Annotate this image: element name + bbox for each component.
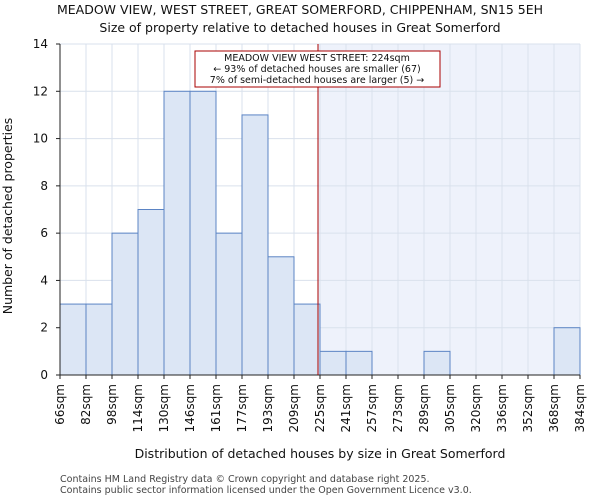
y-tick-label: 12 xyxy=(33,84,48,98)
x-tick-label: 177sqm xyxy=(235,384,249,432)
x-tick-label: 66sqm xyxy=(53,384,67,425)
annotation-line-1: MEADOW VIEW WEST STREET: 224sqm xyxy=(224,53,410,64)
bar-98sqm xyxy=(111,232,139,376)
bar-225sqm xyxy=(319,350,347,376)
x-tick-label: 368sqm xyxy=(547,384,561,432)
bar-209sqm xyxy=(293,303,321,376)
x-tick-label: 98sqm xyxy=(105,384,119,425)
annotation-line-3: 7% of semi-detached houses are larger (5… xyxy=(210,75,424,86)
bar-146sqm xyxy=(189,90,217,376)
footer-line-1: Contains HM Land Registry data © Crown c… xyxy=(60,474,430,485)
chart-subtitle: Size of property relative to detached ho… xyxy=(99,20,500,35)
x-tick-label: 193sqm xyxy=(261,384,275,432)
x-tick-label: 225sqm xyxy=(313,384,327,432)
highlight-region xyxy=(318,44,580,375)
footer-line-2: Contains public sector information licen… xyxy=(60,485,472,496)
y-tick-label: 4 xyxy=(40,273,48,287)
x-tick-label: 114sqm xyxy=(131,384,145,432)
x-tick-label: 241sqm xyxy=(339,384,353,432)
x-tick-label: 161sqm xyxy=(209,384,223,432)
bar-177sqm xyxy=(241,114,269,376)
y-tick-label: 6 xyxy=(40,226,48,240)
x-tick-label: 257sqm xyxy=(365,384,379,432)
y-ticks: 0 2 4 6 8 10 12 14 xyxy=(33,37,60,382)
shaded-region-larger xyxy=(318,44,580,375)
x-tick-label: 146sqm xyxy=(183,384,197,432)
x-ticks: 66sqm 82sqm 98sqm 114sqm 130sqm 146sqm 161sqm 1… xyxy=(53,375,587,432)
bar-114sqm xyxy=(137,209,165,376)
bar-289sqm xyxy=(423,350,451,376)
x-tick-label: 352sqm xyxy=(521,384,535,432)
y-tick-label: 10 xyxy=(33,132,48,146)
annotation-box: MEADOW VIEW WEST STREET: 224sqm ← 93% of… xyxy=(194,50,441,88)
y-tick-label: 0 xyxy=(40,368,48,382)
y-tick-label: 8 xyxy=(40,179,48,193)
bar-161sqm xyxy=(215,232,243,376)
y-axis-label: Number of detached properties xyxy=(0,118,15,315)
chart-title: MEADOW VIEW, WEST STREET, GREAT SOMERFOR… xyxy=(57,2,543,17)
x-tick-label: 384sqm xyxy=(573,384,587,432)
bars xyxy=(59,90,581,376)
bar-82sqm xyxy=(85,303,113,376)
annotation-line-2: ← 93% of detached houses are smaller (67… xyxy=(213,64,420,75)
y-tick-label: 14 xyxy=(33,37,48,51)
bar-66sqm xyxy=(59,303,87,376)
bar-368sqm xyxy=(553,327,581,376)
x-tick-label: 305sqm xyxy=(443,384,457,432)
x-tick-label: 336sqm xyxy=(495,384,509,432)
x-tick-label: 289sqm xyxy=(417,384,431,432)
x-tick-label: 320sqm xyxy=(469,384,483,432)
x-axis-label: Distribution of detached houses by size … xyxy=(135,446,506,461)
bar-241sqm xyxy=(345,350,373,376)
x-tick-label: 273sqm xyxy=(391,384,405,432)
x-tick-label: 130sqm xyxy=(157,384,171,432)
x-tick-label: 82sqm xyxy=(79,384,93,425)
x-tick-label: 209sqm xyxy=(287,384,301,432)
y-tick-label: 2 xyxy=(40,321,48,335)
bar-130sqm xyxy=(163,90,191,376)
bar-193sqm xyxy=(267,256,295,376)
annotation-frame xyxy=(194,50,441,88)
